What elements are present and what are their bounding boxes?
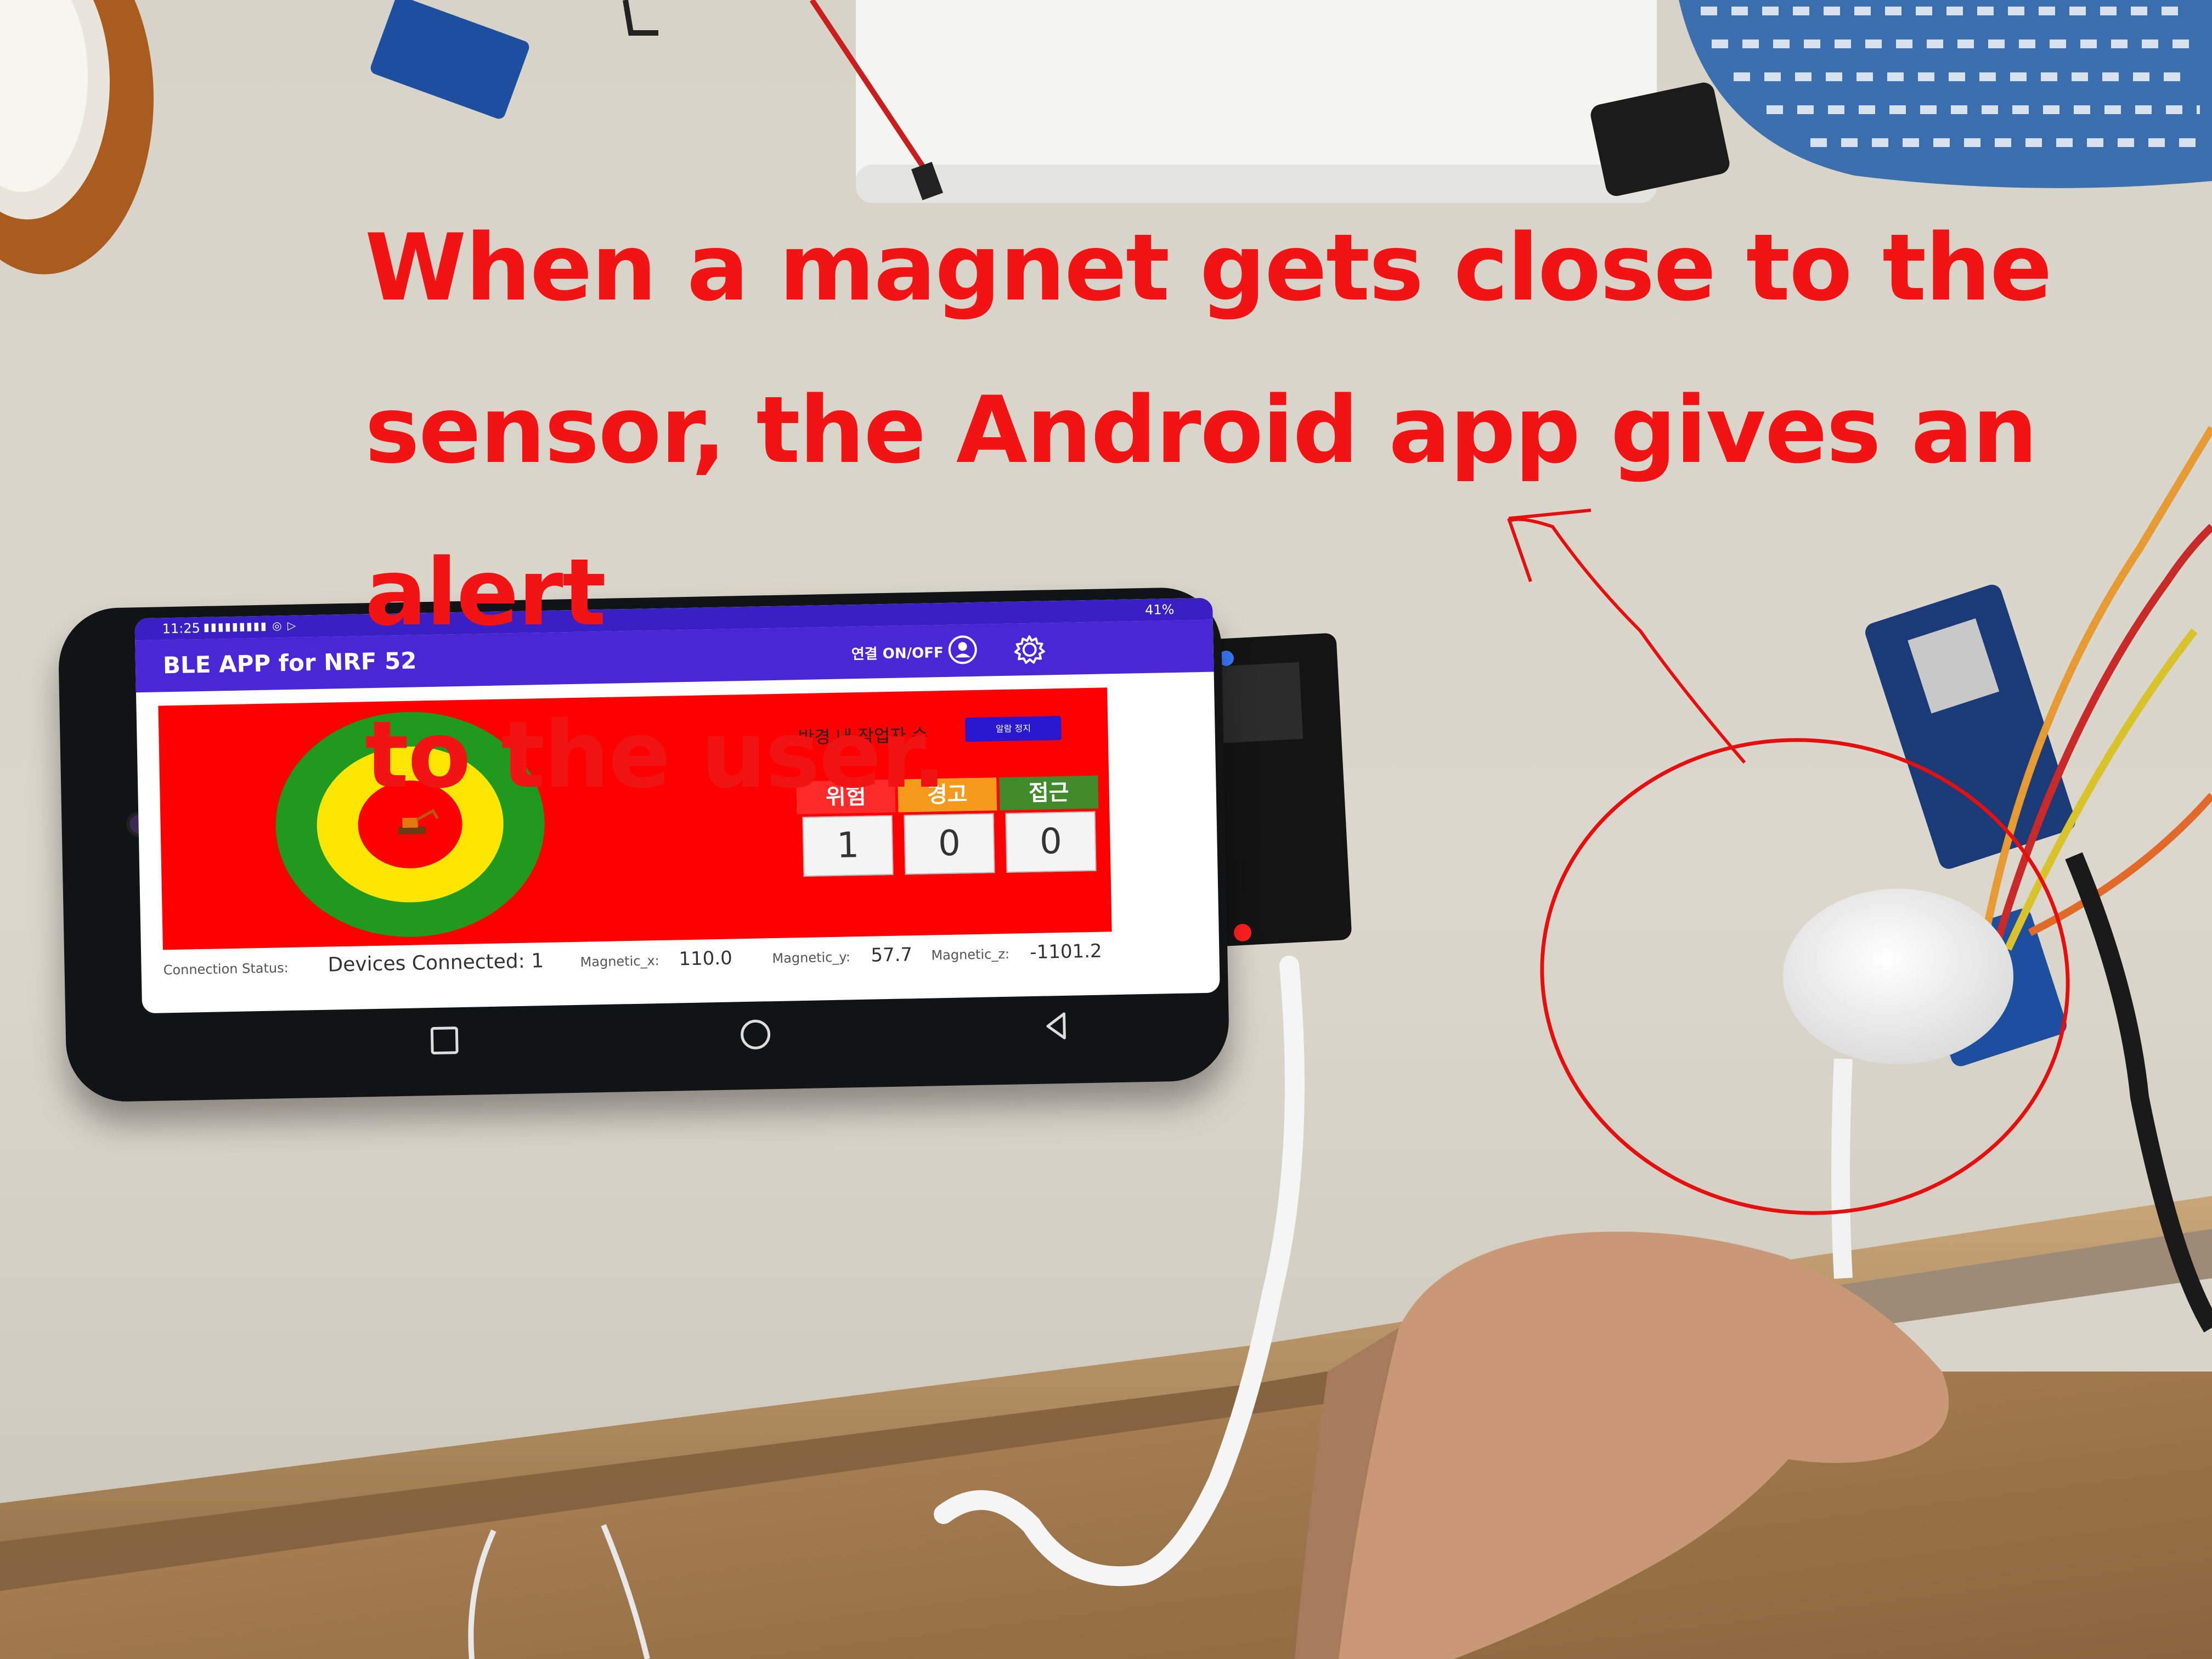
status-time: 11:25 xyxy=(162,620,201,637)
recents-icon[interactable] xyxy=(430,1026,459,1055)
back-icon[interactable] xyxy=(1042,1009,1070,1043)
annotation-line-1: When a magnet gets close to the xyxy=(365,214,2052,321)
annotation-line-3: to the user. xyxy=(365,701,947,809)
highlight-circle xyxy=(1540,738,2070,1215)
excavator-icon xyxy=(398,809,439,835)
magnetic-z-value: -1101.2 xyxy=(1029,940,1102,964)
proximity-target xyxy=(275,712,545,937)
annotation-line-2: sensor, the Android app gives an alert xyxy=(365,376,2038,646)
magnetic-y-value: 57.7 xyxy=(871,944,913,967)
proximity-canvas: 반경 내 작업자 수 알람 정지 위험 1 경고 0 접근 0 xyxy=(158,687,1112,950)
app-bar: BLE APP for NRF 52 연결 ON/OFF xyxy=(135,619,1214,693)
usb-cable xyxy=(934,956,1305,1586)
home-icon[interactable] xyxy=(740,1019,771,1050)
annotation-caption: When a magnet gets close to the sensor, … xyxy=(365,187,2197,836)
magnet-puck xyxy=(1783,889,2013,1064)
annotation-arrow xyxy=(1508,517,1746,764)
magnetic-x-value: 110.0 xyxy=(679,947,733,970)
magnetic-y-label: Magnetic_y: xyxy=(772,949,851,967)
breakout-board-top xyxy=(370,0,529,119)
connection-status-value: Devices Connected: 1 xyxy=(328,950,544,977)
connection-status-label: Connection Status: xyxy=(163,960,289,978)
hand xyxy=(1339,1232,1949,1659)
white-box xyxy=(856,0,1657,198)
black-charger xyxy=(1590,82,1730,196)
notification-icons: ▮▮▮▮▮▮▮▮▮ ◎ ▷ xyxy=(203,618,297,634)
magnetic-z-label: Magnetic_z: xyxy=(931,946,1010,963)
android-nav-bar xyxy=(142,995,1221,1071)
person-icon[interactable] xyxy=(947,634,978,665)
gear-icon[interactable] xyxy=(1013,633,1046,666)
android-phone: 11:25 ▮▮▮▮▮▮▮▮▮ ◎ ▷ 41% BLE APP for NRF … xyxy=(58,586,1230,1103)
phone-screen: 11:25 ▮▮▮▮▮▮▮▮▮ ◎ ▷ 41% BLE APP for NRF … xyxy=(134,597,1220,1014)
magnetic-x-label: Magnetic_x: xyxy=(580,953,659,970)
